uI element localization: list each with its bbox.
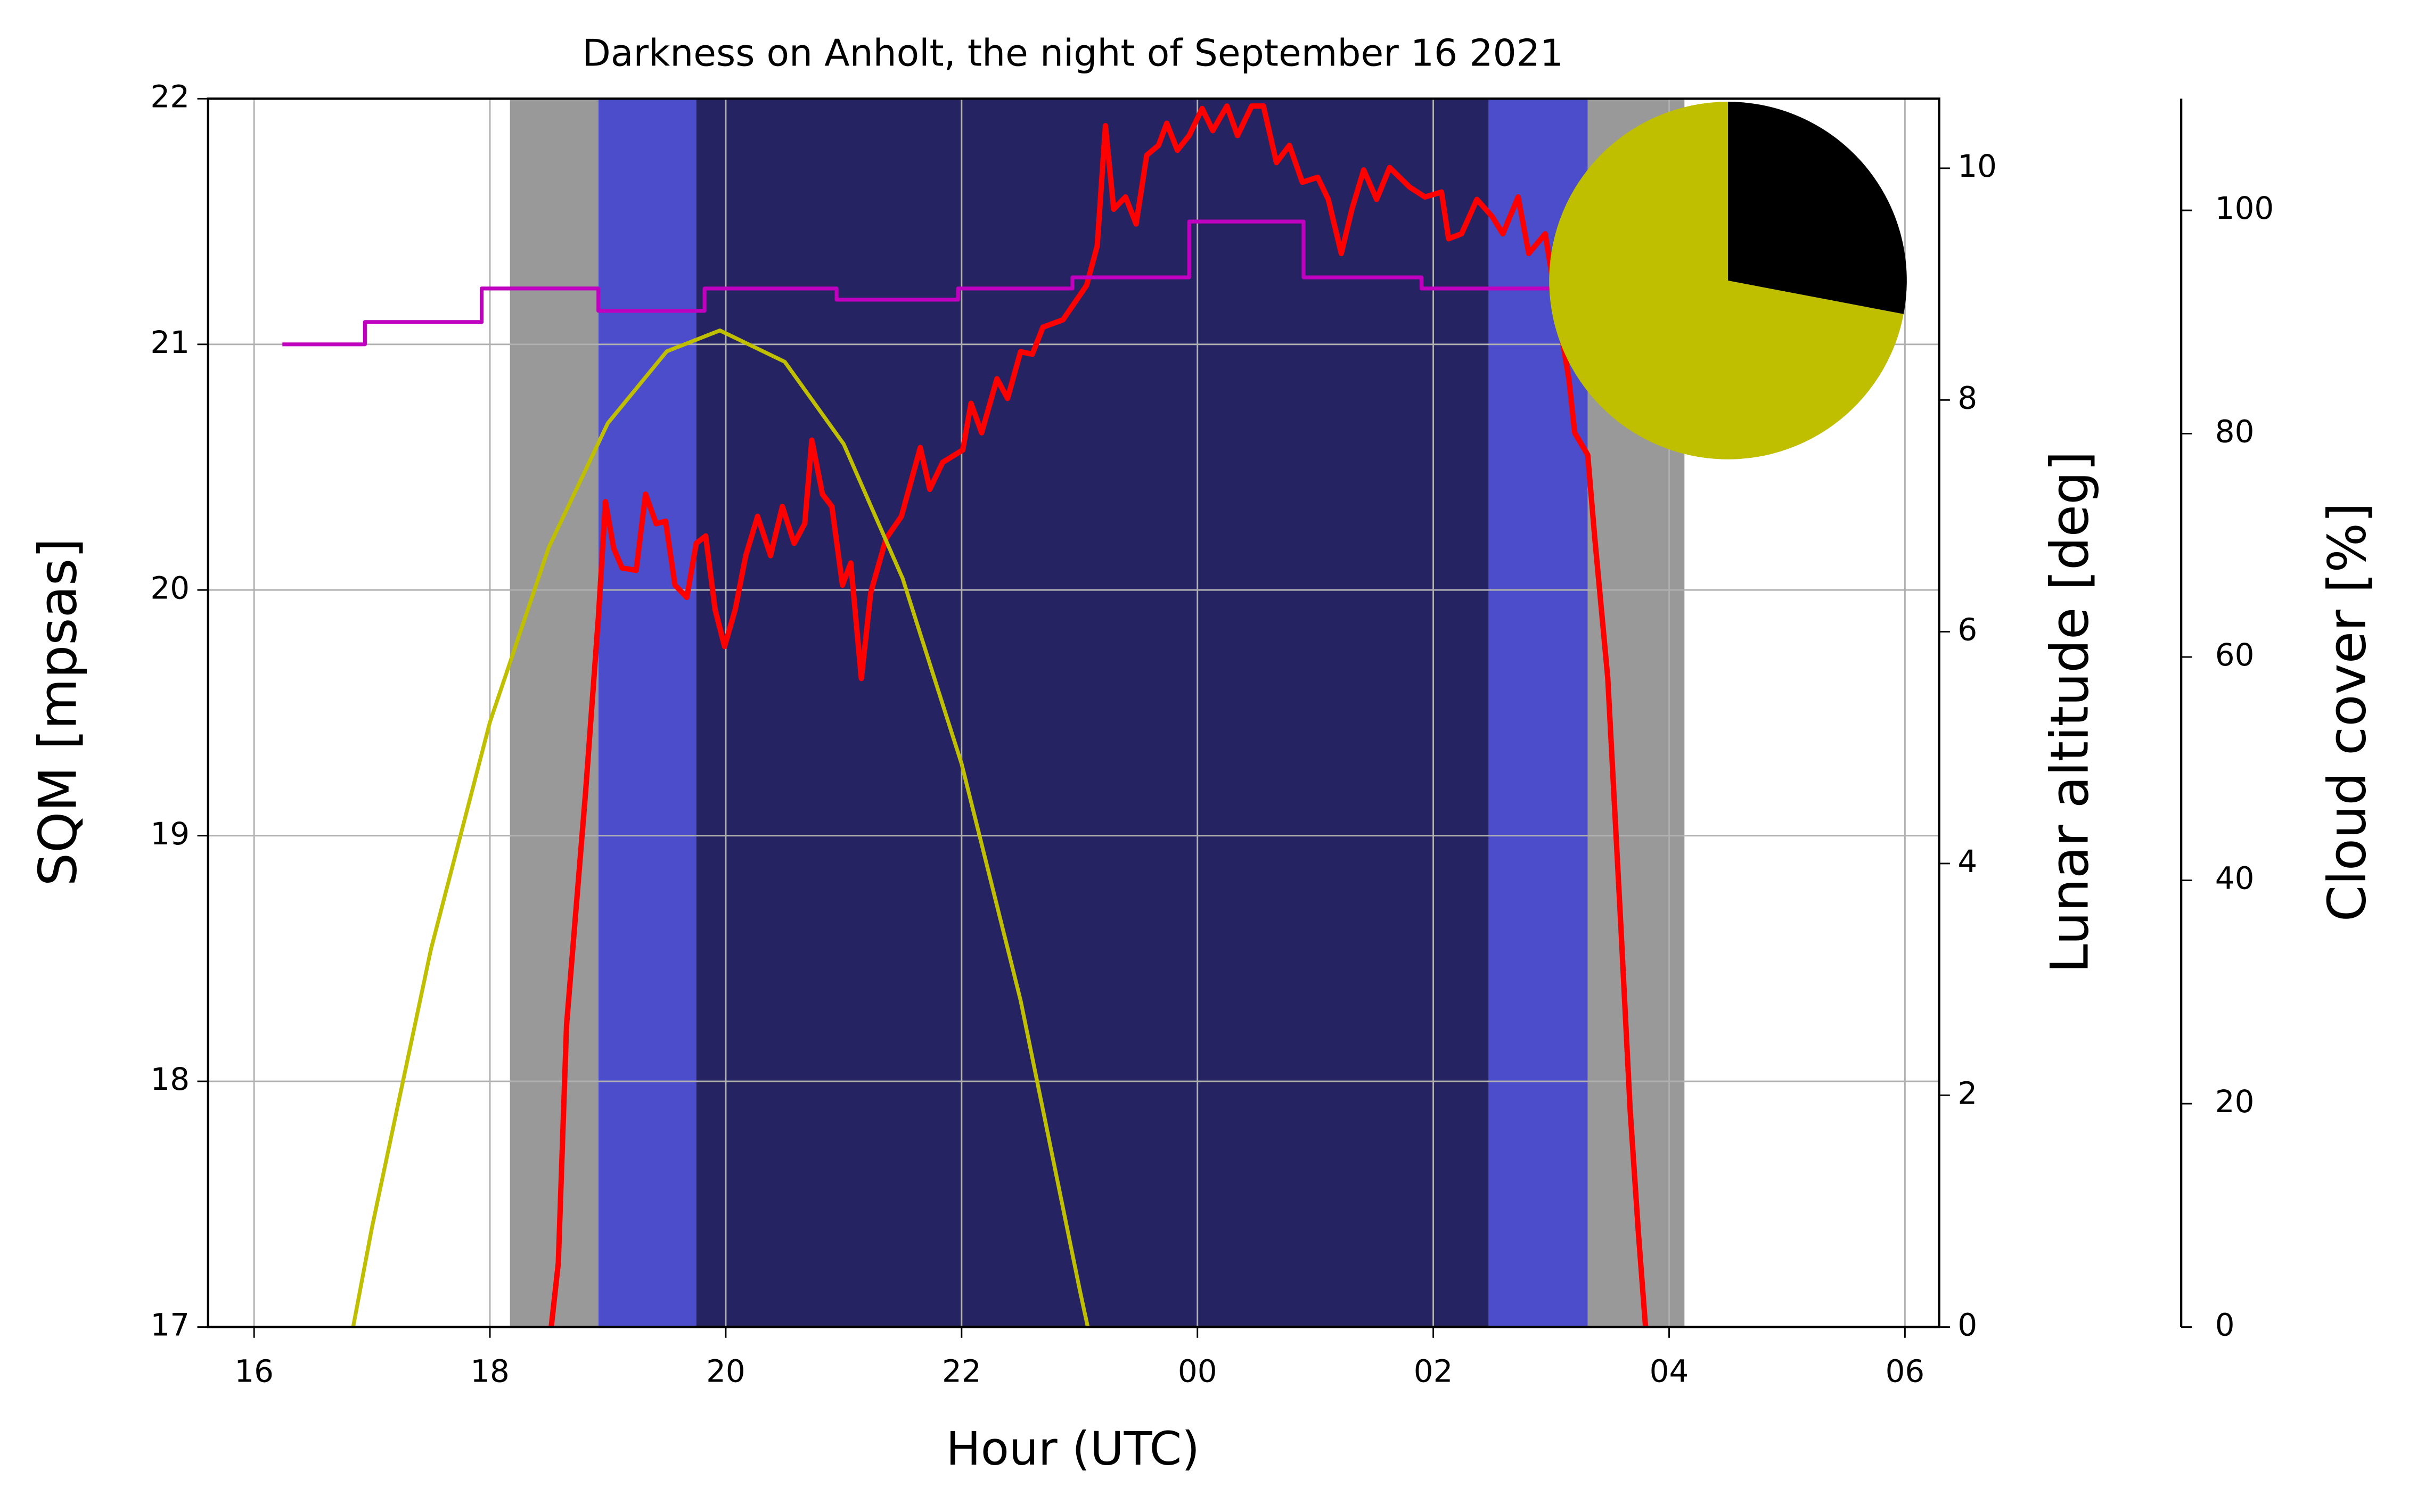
y2-tick-label: 8 (1957, 380, 1977, 416)
x-tick-label: 00 (1178, 1353, 1217, 1389)
x-tick-label: 04 (1650, 1353, 1689, 1389)
y2-tick-label: 6 (1957, 612, 1977, 648)
x-tick-label: 20 (706, 1353, 745, 1389)
plot-frame (207, 97, 1940, 1328)
pie-slice (1549, 102, 1904, 459)
twilight-band (696, 98, 1489, 1327)
y3-tick-label: 20 (2215, 1083, 2255, 1120)
y-tick-label: 20 (150, 570, 190, 606)
y3-tick-label: 80 (2215, 414, 2255, 450)
data-line (548, 103, 1649, 1327)
data-line (282, 219, 1552, 347)
y-tick-label: 19 (150, 816, 190, 852)
y2-tick-label: 0 (1957, 1307, 1977, 1343)
y3-tick-label: 100 (2215, 190, 2274, 226)
y2-axis-label: Lunar altitude [deg] (2039, 451, 2100, 973)
x-tick-label: 18 (470, 1353, 510, 1389)
chart-title: Darkness on Anholt, the night of Septemb… (582, 32, 1563, 75)
x-tick-label: 22 (942, 1353, 981, 1389)
twilight-band (510, 98, 599, 1327)
y-tick-label: 22 (150, 78, 190, 114)
y2-tick-label: 10 (1957, 148, 1997, 184)
twilight-band (598, 98, 697, 1327)
y3-tick-label: 60 (2215, 637, 2255, 673)
x-axis-label: Hour (UTC) (946, 1422, 1200, 1476)
y3-tick-label: 40 (2215, 860, 2255, 897)
y-tick-label: 18 (150, 1061, 190, 1097)
data-line (351, 328, 1090, 1327)
x-tick-label: 06 (1886, 1353, 1925, 1389)
y2-tick-label: 2 (1957, 1075, 1977, 1111)
y-axis-label: SQM [mpsas] (28, 538, 89, 886)
x-tick-label: 02 (1414, 1353, 1453, 1389)
y-tick-label: 21 (150, 324, 190, 360)
y3-tick-label: 0 (2215, 1307, 2235, 1343)
pie-slice (1728, 102, 1907, 314)
y-tick-label: 17 (150, 1307, 190, 1343)
y3-axis-label: Cloud cover [%] (2317, 503, 2378, 922)
y2-tick-label: 4 (1957, 843, 1977, 880)
x-tick-label: 16 (234, 1353, 274, 1389)
